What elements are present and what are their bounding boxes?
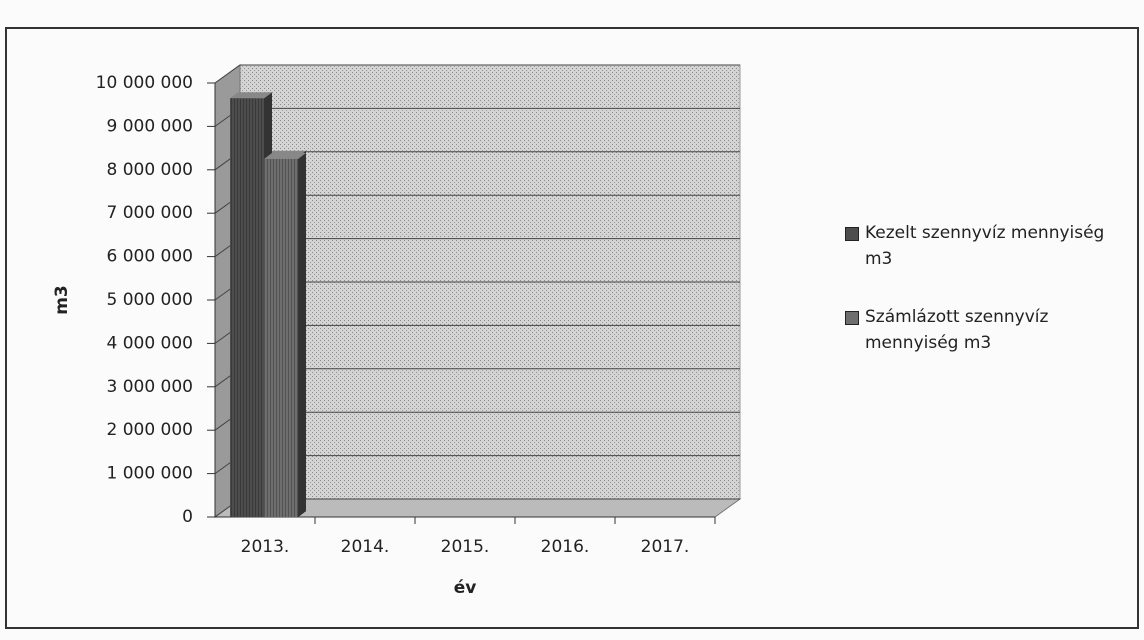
x-tick-label: 2014. [341,537,390,557]
x-tick-label: 2013. [241,537,290,557]
y-tick-label: 2 000 000 [106,420,193,440]
y-tick-label: 4 000 000 [106,333,193,353]
bar-side [298,152,306,517]
y-tick-label: 1 000 000 [106,464,193,484]
y-tick-label: 5 000 000 [106,290,193,310]
y-tick-label: 7 000 000 [106,203,193,223]
y-tick-label: 8 000 000 [106,160,193,180]
y-axis-label: m3 [52,285,72,315]
bar-group [264,152,306,517]
y-tick-label: 3 000 000 [106,377,193,397]
grid-line [214,64,740,84]
y-tick-label: 9 000 000 [106,116,193,136]
x-tick-label: 2017. [641,537,690,557]
x-tick-label: 2016. [541,537,590,557]
x-axis-label: év [454,578,477,598]
legend-label: Számlázott szennyvíz mennyiség m3 [865,307,1049,353]
x-tick-label: 2015. [441,537,490,557]
legend-label: Kezelt szennyvíz mennyiség m3 [865,223,1105,269]
y-tick-label: 6 000 000 [106,247,193,267]
y-tick-label: 10 000 000 [96,73,193,93]
bar-texture [230,98,264,517]
legend-swatch [845,311,859,325]
bar-texture [264,158,298,517]
plot: 0 1 000 000 2 000 000 3 000 000 4 000 000 5 0… [96,64,742,557]
legend-swatch [845,227,859,241]
frame [5,27,1139,629]
bar-top [264,152,306,159]
bar-top [230,92,272,99]
legend-entry: Számlázott szennyvíz mennyiség m3 [845,304,1125,356]
y-tick-label: 0 [182,507,193,527]
legend-entry: Kezelt szennyvíz mennyiség m3 [845,220,1125,272]
